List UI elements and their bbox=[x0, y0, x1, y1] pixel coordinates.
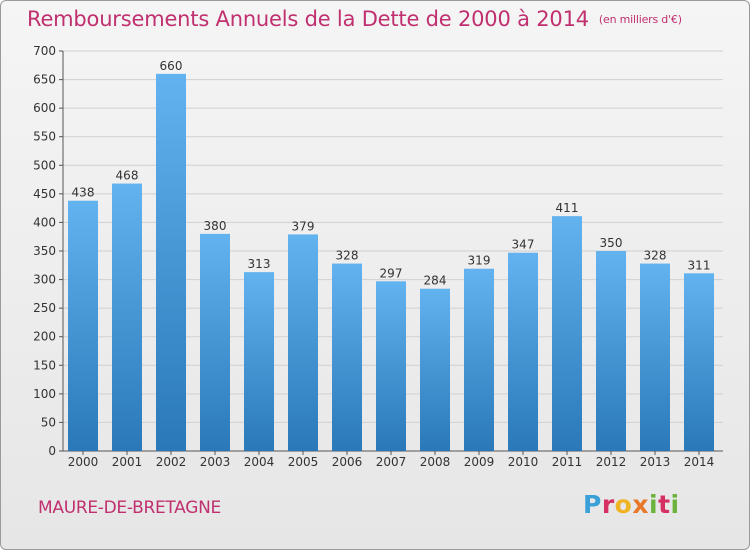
logo-letter: x bbox=[632, 490, 649, 519]
bar-2002 bbox=[156, 73, 186, 451]
y-tick-label: 500 bbox=[33, 158, 56, 172]
x-tick-label-2011: 2011 bbox=[552, 455, 583, 469]
value-label-2014: 311 bbox=[688, 258, 711, 272]
y-tick-label: 700 bbox=[33, 44, 56, 58]
value-label-2010: 347 bbox=[512, 238, 535, 252]
commune-name: MAURE-DE-BRETAGNE bbox=[38, 498, 221, 518]
y-tick-label: 0 bbox=[48, 444, 56, 458]
x-tick-label-2000: 2000 bbox=[68, 455, 99, 469]
chart-unit: (en milliers d'€) bbox=[598, 13, 682, 26]
y-tick-label: 550 bbox=[33, 130, 56, 144]
chart-title: Remboursements Annuels de la Dette de 20… bbox=[27, 7, 682, 31]
chart-title-text: Remboursements Annuels de la Dette de 20… bbox=[27, 7, 589, 31]
bar-2004 bbox=[244, 272, 274, 451]
logo-letter: P bbox=[583, 490, 602, 519]
value-label-2012: 350 bbox=[600, 236, 623, 250]
data-labels: 438 468 660 380 313 379 328 297 284 319 347 411 350 3… bbox=[72, 59, 711, 288]
bar-2012 bbox=[596, 251, 626, 451]
bar-2007 bbox=[376, 281, 406, 451]
logo-letter: i bbox=[649, 490, 659, 519]
logo-letter: i bbox=[670, 490, 680, 519]
bar-2006 bbox=[332, 263, 362, 451]
bar-2011 bbox=[552, 216, 582, 451]
bar-2005 bbox=[288, 234, 318, 451]
value-label-2008: 284 bbox=[424, 274, 447, 288]
bar-2003 bbox=[200, 233, 230, 451]
value-label-2013: 328 bbox=[644, 249, 667, 263]
y-tick-labels: 0 50 100 150 200 250 300 350 400 450 500 550 600 650 7… bbox=[33, 44, 56, 458]
value-label-2007: 297 bbox=[380, 266, 403, 280]
logo-letter: t bbox=[658, 490, 671, 519]
y-tick-label: 200 bbox=[33, 330, 56, 344]
y-tick-label: 150 bbox=[33, 358, 56, 372]
proxiti-logo: Proxiti bbox=[583, 490, 680, 519]
bar-2010 bbox=[508, 252, 538, 451]
bar-2001 bbox=[112, 183, 142, 452]
y-tick-label: 300 bbox=[33, 273, 56, 287]
value-label-2005: 379 bbox=[292, 219, 315, 233]
x-tick-label-2003: 2003 bbox=[200, 455, 231, 469]
y-tick-label: 100 bbox=[33, 387, 56, 401]
logo-letter: o bbox=[614, 490, 633, 519]
x-tick-label-2010: 2010 bbox=[508, 455, 539, 469]
y-tick-label: 600 bbox=[33, 101, 56, 115]
y-tick-label: 50 bbox=[41, 415, 56, 429]
bar-2014 bbox=[684, 273, 714, 451]
bar-2009 bbox=[464, 268, 494, 451]
x-tick-label-2004: 2004 bbox=[244, 455, 275, 469]
x-tick-label-2006: 2006 bbox=[332, 455, 363, 469]
x-tick-label-2007: 2007 bbox=[376, 455, 407, 469]
x-tick-label-2012: 2012 bbox=[596, 455, 627, 469]
value-label-2004: 313 bbox=[248, 257, 271, 271]
x-tick-label-2005: 2005 bbox=[288, 455, 319, 469]
y-tick-label: 350 bbox=[33, 244, 56, 258]
y-tick-label: 650 bbox=[33, 73, 56, 87]
y-tick-label: 450 bbox=[33, 187, 56, 201]
value-label-2002: 660 bbox=[160, 59, 183, 73]
x-tick-label-2013: 2013 bbox=[640, 455, 671, 469]
value-label-2000: 438 bbox=[72, 186, 95, 200]
y-tick-label: 400 bbox=[33, 215, 56, 229]
x-tick-label-2008: 2008 bbox=[420, 455, 451, 469]
logo-letter: r bbox=[601, 490, 615, 519]
bars bbox=[68, 73, 714, 452]
value-label-2009: 319 bbox=[468, 254, 491, 268]
x-tick-label-2001: 2001 bbox=[112, 455, 143, 469]
bar-2008 bbox=[420, 288, 450, 451]
y-tick-label: 250 bbox=[33, 301, 56, 315]
bar-2013 bbox=[640, 263, 670, 451]
x-tick-label-2014: 2014 bbox=[684, 455, 715, 469]
bar-2000 bbox=[68, 200, 98, 451]
value-label-2003: 380 bbox=[204, 219, 227, 233]
x-tick-labels: 2000 2001 2002 2003 2004 2005 2006 2007 2008 2009… bbox=[68, 455, 715, 469]
x-tick-label-2009: 2009 bbox=[464, 455, 495, 469]
x-tick-label-2002: 2002 bbox=[156, 455, 187, 469]
value-label-2011: 411 bbox=[556, 201, 579, 215]
value-label-2001: 468 bbox=[116, 169, 139, 183]
value-label-2006: 328 bbox=[336, 249, 359, 263]
